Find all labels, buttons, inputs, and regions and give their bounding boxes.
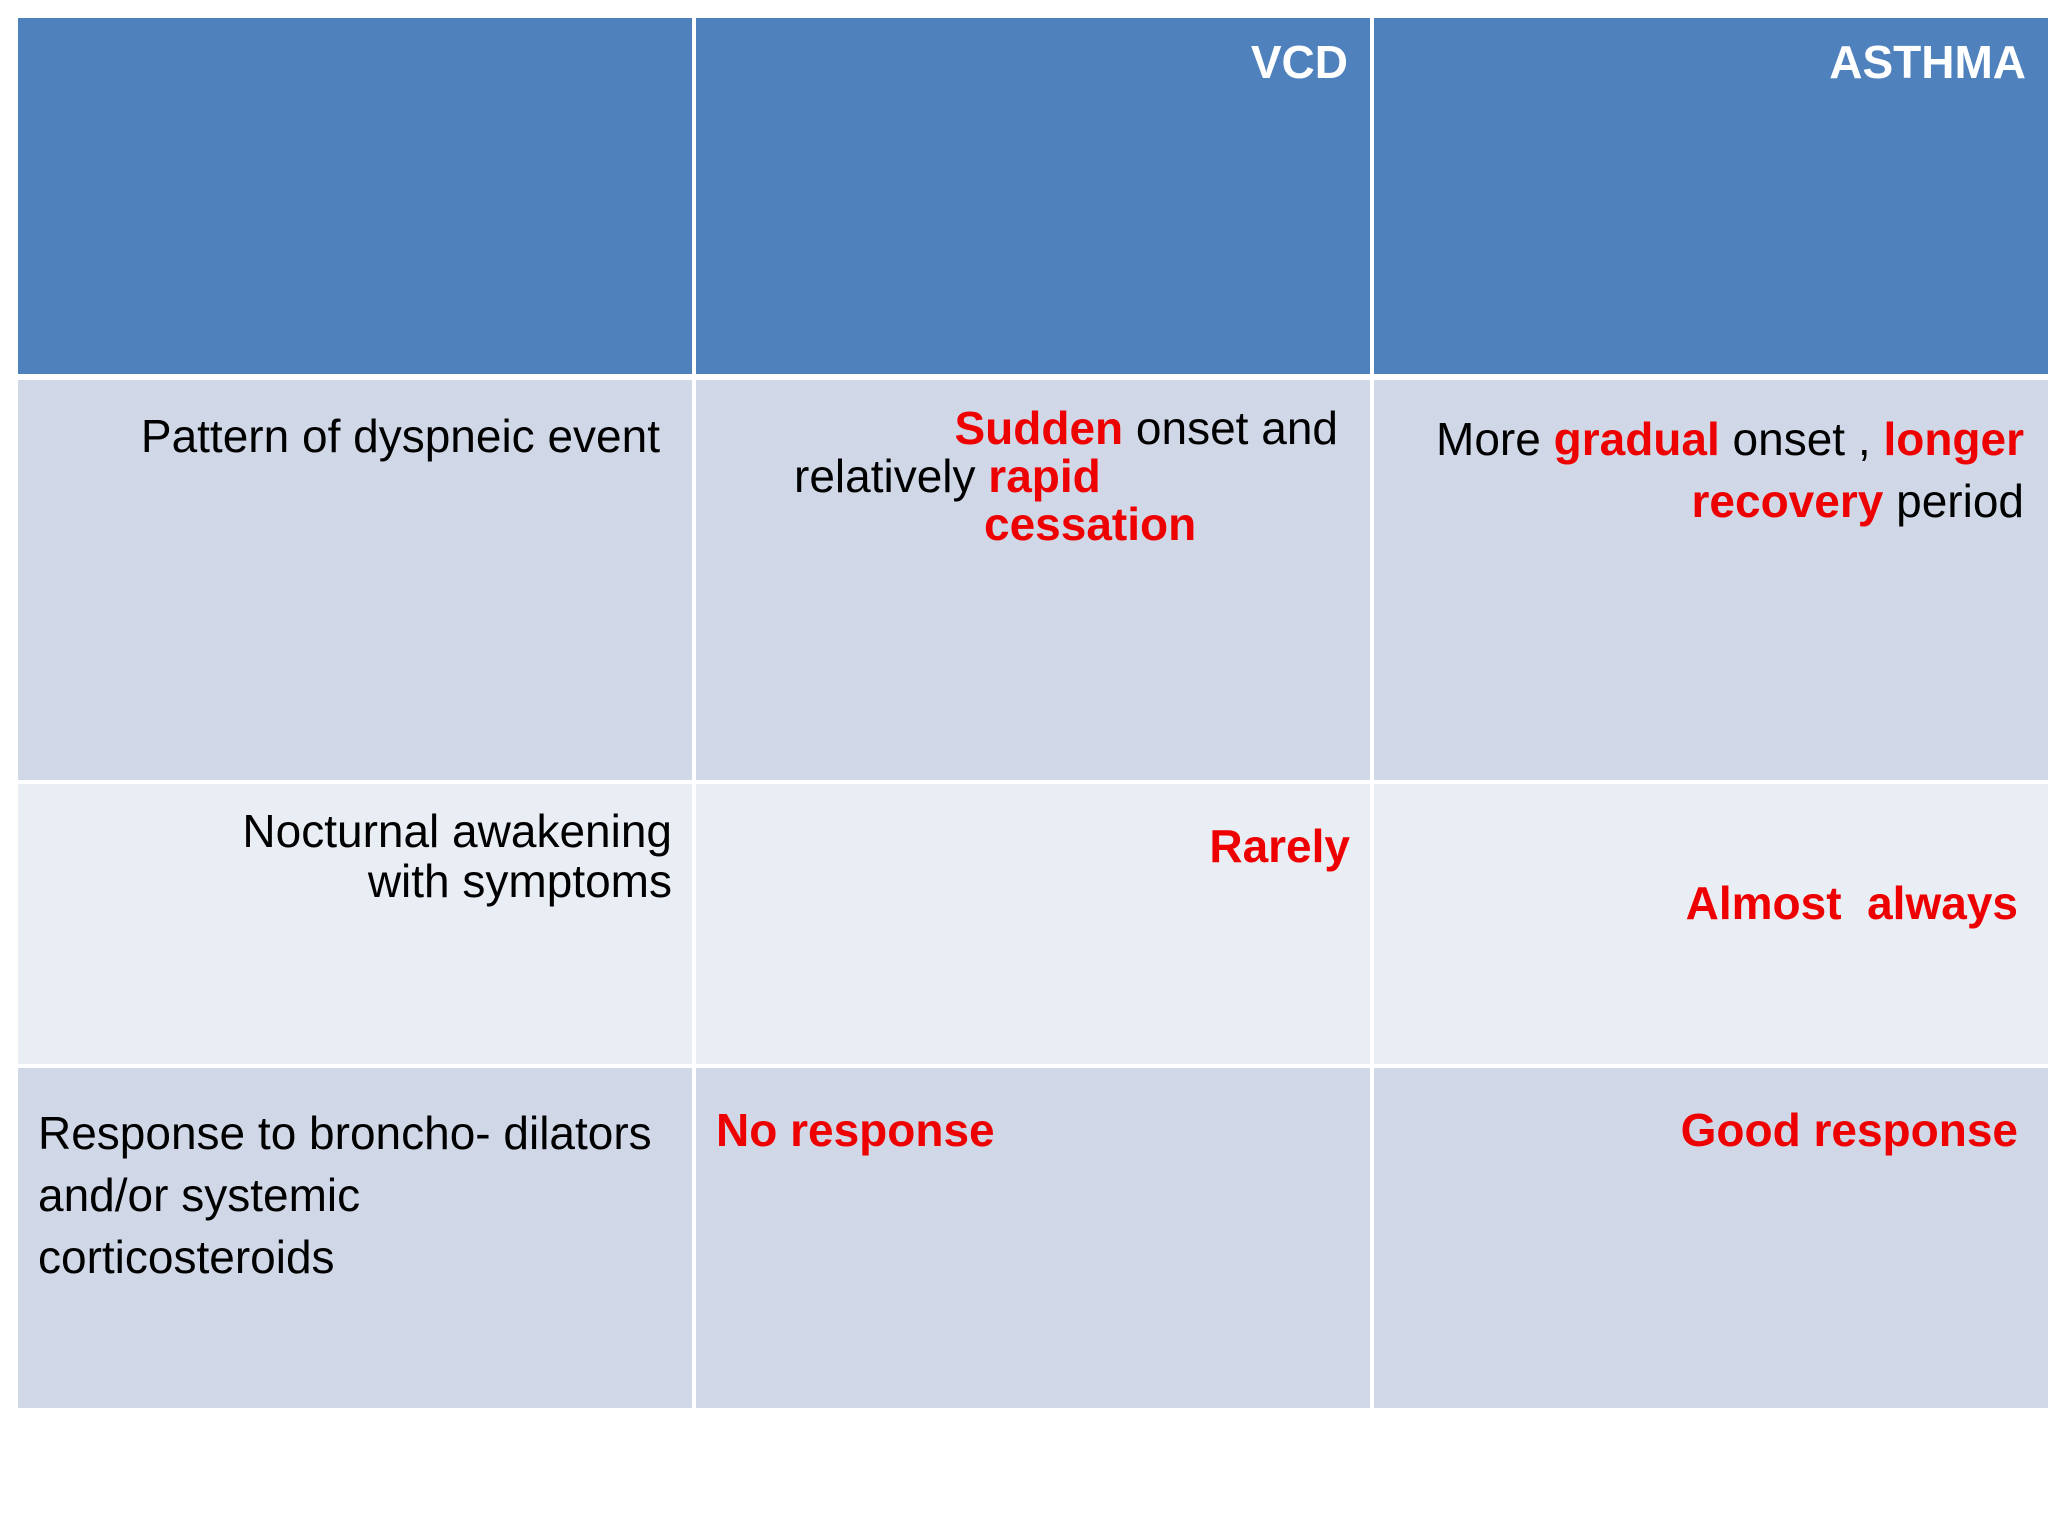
row1-asthma-recovery: recovery: [1691, 475, 1884, 527]
row2-feature-line1: Nocturnal awakening: [242, 805, 672, 857]
row3-feature-line1: Response to broncho- dilators: [38, 1107, 652, 1159]
row1-vcd-rapid: rapid: [988, 450, 1101, 502]
row1-vcd-relatively: relatively: [794, 450, 989, 502]
row1-asthma-longer: longer: [1883, 413, 2024, 465]
row1-asthma-period: period: [1883, 475, 2024, 527]
row3-vcd-cell: No response: [696, 1068, 1370, 1408]
header-cell-asthma: ASTHMA: [1374, 18, 2048, 374]
row3-feature-cell: Response to broncho- dilators and/or sys…: [18, 1068, 692, 1408]
row1-vcd-sudden: Sudden: [954, 402, 1124, 454]
row1-vcd-line2: relatively rapid: [794, 448, 1101, 505]
row1-vcd-cessation: cessation: [984, 498, 1197, 550]
row3-asthma-cell: Good response: [1374, 1068, 2048, 1408]
row1-asthma-onset: onset ,: [1719, 413, 1884, 465]
header-cell-empty: [18, 18, 692, 374]
row1-asthma-more: More: [1436, 413, 1554, 465]
row1-vcd-cell: Sudden onset and relatively rapid cessat…: [696, 380, 1370, 780]
row3-vcd-value: No response: [716, 1104, 995, 1156]
header-cell-vcd: VCD: [696, 18, 1370, 374]
row1-feature-cell: Pattern of dyspneic event: [18, 380, 692, 780]
row2-asthma-cell: Almost always: [1374, 784, 2048, 1064]
comparison-table: VCD ASTHMA Pattern of dyspneic event Sud…: [18, 18, 2048, 1408]
row2-feature-cell: Nocturnal awakening with symptoms: [18, 784, 692, 1064]
row1-asthma-gradual: gradual: [1553, 413, 1720, 465]
row3-asthma-value: Good response: [1680, 1104, 2018, 1156]
row1-feature-text: Pattern of dyspneic event: [140, 410, 660, 462]
row1-vcd-line3: cessation: [984, 496, 1196, 553]
row3-feature-line2: and/or systemic: [38, 1169, 361, 1221]
row1-vcd-line1: Sudden onset and: [778, 400, 1338, 457]
row1-asthma-cell: More gradual onset , longer recovery per…: [1374, 380, 2048, 780]
row2-vcd-cell: Rarely: [696, 784, 1370, 1064]
row2-vcd-value: Rarely: [1209, 820, 1350, 872]
row1-vcd-onset-and: onset and: [1123, 402, 1338, 454]
row3-feature-line3: corticosteroids: [38, 1231, 335, 1283]
row2-feature-line2: with symptoms: [367, 855, 672, 907]
row2-asthma-value: Almost always: [1685, 877, 2018, 930]
